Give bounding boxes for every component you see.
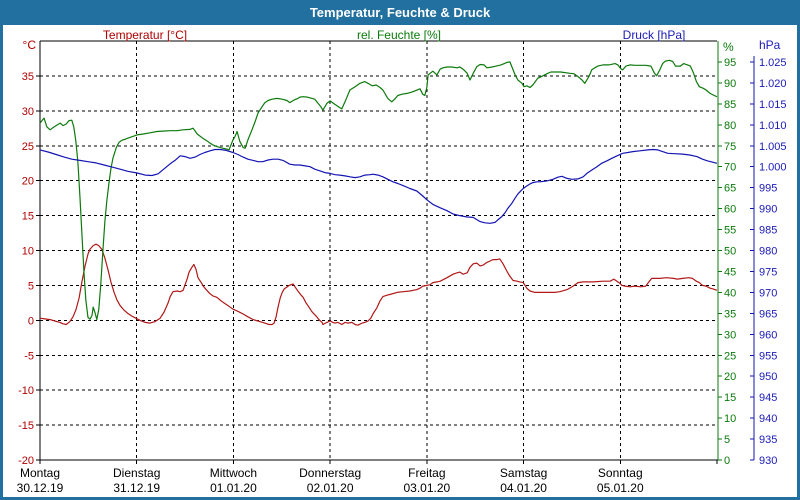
humidity-tick-label: 45 — [724, 266, 736, 278]
day-name-label: Sonntag — [598, 466, 643, 480]
temperature-tick-label: 0 — [28, 315, 34, 327]
temperature-tick-label: 5 — [28, 280, 34, 292]
day-date-label: 04.01.20 — [500, 481, 547, 495]
humidity-tick-label: 95 — [724, 57, 736, 69]
pressure-tick-label: 1.000 — [759, 162, 787, 174]
pressure-tick-label: 970 — [759, 287, 777, 299]
pressure-tick-label: 1.025 — [759, 57, 787, 69]
pressure-tick-label: 980 — [759, 246, 777, 258]
day-name-label: Mittwoch — [210, 466, 257, 480]
temperature-unit-label: °C — [22, 38, 36, 52]
pressure-tick-label: 1.015 — [759, 99, 787, 111]
day-name-label: Montag — [20, 466, 60, 480]
pressure-tick-label: 995 — [759, 183, 777, 195]
humidity-tick-label: 40 — [724, 287, 736, 299]
temperature-tick-label: 20 — [22, 176, 34, 188]
humidity-tick-label: 35 — [724, 308, 736, 320]
temperature-tick-label: 25 — [22, 141, 34, 153]
humidity-tick-label: 10 — [724, 413, 736, 425]
temperature-tick-label: 35 — [22, 71, 34, 83]
day-date-label: 02.01.20 — [307, 481, 354, 495]
humidity-axis-title: rel. Feuchte [%] — [356, 28, 442, 42]
humidity-unit-label: % — [723, 40, 734, 54]
pressure-tick-label: 960 — [759, 329, 777, 341]
pressure-line — [39, 148, 718, 224]
title-bar: Temperatur, Feuchte & Druck — [0, 0, 800, 25]
humidity-tick-label: 25 — [724, 350, 736, 362]
pressure-tick-label: 935 — [759, 434, 777, 446]
pressure-tick-label: 1.005 — [759, 141, 787, 153]
humidity-tick-label: 65 — [724, 183, 736, 195]
day-date-label: 31.12.19 — [113, 481, 160, 495]
page-title: Temperatur, Feuchte & Druck — [309, 5, 491, 20]
pressure-tick-label: 945 — [759, 392, 777, 404]
temperature-tick-label: -15 — [18, 420, 34, 432]
day-name-label: Dienstag — [113, 466, 160, 480]
humidity-tick-label: 5 — [724, 434, 730, 446]
temperature-tick-label: 30 — [22, 106, 34, 118]
humidity-tick-label: 85 — [724, 99, 736, 111]
humidity-tick-label: 15 — [724, 392, 736, 404]
humidity-line — [39, 59, 718, 321]
day-date-label: 01.01.20 — [210, 481, 257, 495]
humidity-tick-label: 80 — [724, 120, 736, 132]
temperature-line — [39, 243, 718, 326]
pressure-tick-label: 1.020 — [759, 78, 787, 90]
pressure-tick-label: 990 — [759, 204, 777, 216]
day-name-label: Freitag — [408, 466, 445, 480]
humidity-tick-label: 70 — [724, 162, 736, 174]
pressure-axis-title: Druck [hPa] — [622, 28, 686, 42]
day-name-label: Donnerstag — [299, 466, 361, 480]
temperature-tick-label: -20 — [18, 455, 34, 467]
pressure-tick-label: 950 — [759, 371, 777, 383]
temperature-axis-title: Temperatur [°C] — [102, 28, 188, 42]
pressure-tick-label: 1.010 — [759, 120, 787, 132]
humidity-tick-label: 30 — [724, 329, 736, 341]
pressure-tick-label: 955 — [759, 350, 777, 362]
pressure-tick-label: 940 — [759, 413, 777, 425]
humidity-tick-label: 90 — [724, 78, 736, 90]
humidity-tick-label: 60 — [724, 204, 736, 216]
day-date-label: 05.01.20 — [597, 481, 644, 495]
day-date-label: 30.12.19 — [17, 481, 64, 495]
humidity-tick-label: 55 — [724, 225, 736, 237]
pressure-unit-label: hPa — [759, 38, 781, 52]
pressure-tick-label: 985 — [759, 225, 777, 237]
day-name-label: Samstag — [500, 466, 547, 480]
pressure-tick-label: 965 — [759, 308, 777, 320]
temperature-tick-label: -10 — [18, 385, 34, 397]
temperature-tick-label: 10 — [22, 246, 34, 258]
pressure-tick-label: 975 — [759, 266, 777, 278]
humidity-tick-label: 75 — [724, 141, 736, 153]
humidity-tick-label: 50 — [724, 246, 736, 258]
humidity-tick-label: 0 — [724, 455, 730, 467]
temperature-tick-label: 15 — [22, 211, 34, 223]
humidity-tick-label: 20 — [724, 371, 736, 383]
temperature-tick-label: -5 — [24, 350, 34, 362]
pressure-tick-label: 930 — [759, 455, 777, 467]
day-date-label: 03.01.20 — [403, 481, 450, 495]
